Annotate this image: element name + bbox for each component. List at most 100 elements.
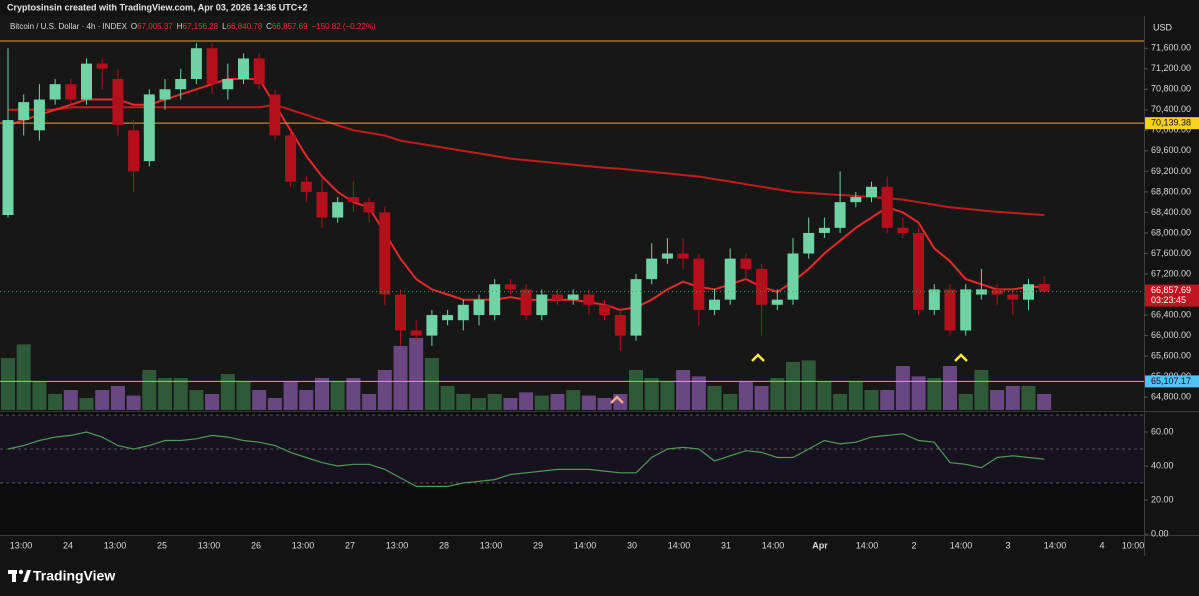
candle-body — [944, 289, 956, 331]
volume-bar — [911, 376, 926, 410]
candle-body — [677, 253, 689, 259]
volume-bar — [786, 362, 800, 410]
y-tick-label: 66,400.00 — [1151, 309, 1191, 319]
x-tick-label: 24 — [63, 540, 73, 550]
volume-bar — [252, 390, 267, 410]
candle-body — [975, 289, 987, 295]
volume-bar — [330, 382, 345, 410]
x-tick-label: 28 — [439, 540, 449, 550]
legend-symbol: Bitcoin / U.S. Dollar · 4h · INDEX — [10, 22, 128, 31]
signal-marker — [610, 395, 624, 404]
volume-bar — [738, 382, 753, 410]
volume-bar — [1, 358, 15, 410]
x-tick-label: 4 — [1099, 540, 1104, 550]
price-label-box — [1145, 117, 1199, 130]
volume-bar — [189, 390, 204, 410]
logo-shape — [18, 569, 24, 575]
y-tick-label: 69,200.00 — [1151, 166, 1191, 176]
front-layer: 64,800.0065,200.0065,600.0066,000.0066,4… — [10, 43, 1199, 550]
x-tick-label: 3 — [1005, 540, 1010, 550]
y-tick-label: 67,200.00 — [1151, 268, 1191, 278]
y-tick-label: 70,000.00 — [1151, 125, 1191, 135]
volume-bar — [236, 382, 251, 410]
volume-bar — [691, 376, 706, 410]
candle-body — [928, 289, 940, 310]
caption: Cryptosinsin created with TradingView.co… — [7, 2, 308, 12]
x-tick-label: 13:00 — [386, 540, 409, 550]
candle-body — [520, 289, 532, 316]
candle-body — [159, 89, 171, 100]
volume-bar — [754, 386, 769, 410]
candle-body — [222, 79, 234, 90]
brand-logo: TradingView — [8, 568, 115, 584]
candle-body — [300, 181, 312, 192]
candle-body — [128, 130, 140, 172]
volume-bar — [220, 374, 235, 410]
candle-body — [442, 315, 454, 321]
volume-bar — [1037, 394, 1052, 410]
candle-body — [709, 299, 720, 310]
volume-bar — [440, 386, 455, 410]
candle-body — [599, 304, 611, 316]
price-label-box — [1145, 375, 1199, 388]
candle-body — [143, 94, 155, 162]
price-label: 65,107.17 — [1151, 376, 1191, 386]
y-tick-label: 69,600.00 — [1151, 145, 1191, 155]
candle-body — [112, 79, 124, 126]
candle-body — [834, 202, 846, 228]
volume-bar — [566, 390, 581, 410]
candle-body — [724, 258, 736, 300]
logo-shape — [23, 570, 31, 582]
x-tick-label: 25 — [157, 540, 167, 550]
candle-body — [206, 48, 218, 85]
y-tick-label: 0.00 — [1151, 528, 1169, 538]
volume-bar — [770, 378, 785, 410]
legend-key: O — [131, 22, 137, 31]
countdown-label: 03:23:45 — [1151, 295, 1186, 305]
candle-body — [850, 197, 862, 203]
volume-bar — [534, 395, 549, 410]
y-tick-label: 64,800.00 — [1151, 392, 1191, 402]
x-tick-label: Apr — [812, 540, 828, 550]
candle-body — [33, 99, 45, 131]
candle-body — [504, 284, 516, 290]
volume-bar — [707, 386, 722, 410]
volume-bar — [550, 394, 565, 410]
x-tick-label: 2 — [911, 540, 916, 550]
volume-bar — [817, 382, 832, 410]
volume-bar — [283, 382, 298, 410]
volume-bar — [880, 390, 895, 410]
candle-body — [960, 289, 972, 331]
candle-body — [567, 294, 579, 300]
candle-body — [489, 284, 501, 316]
legend-key: H — [177, 22, 183, 31]
volume-bar — [173, 378, 188, 410]
volume-bar — [974, 370, 989, 410]
volume-bar — [927, 378, 942, 410]
candle-body — [316, 191, 328, 218]
candle-body — [661, 253, 673, 259]
volume-bar — [723, 394, 738, 410]
logo-shape — [12, 570, 16, 582]
legend-value: 67,156.28 — [183, 22, 219, 31]
candle-body — [253, 58, 265, 85]
volume-bar — [597, 398, 612, 410]
x-tick-label: 14:00 — [950, 540, 973, 550]
y-tick-label: 68,000.00 — [1151, 227, 1191, 237]
volume-bar — [63, 390, 78, 410]
y-tick-label: 67,600.00 — [1151, 248, 1191, 258]
candle-body — [536, 294, 548, 316]
candle-body — [473, 299, 485, 316]
x-tick-label: 31 — [721, 540, 731, 550]
volume-bar — [472, 398, 486, 410]
candle-body — [583, 294, 595, 305]
volume-bar — [346, 378, 361, 410]
legend-value: 66,840.78 — [227, 22, 263, 31]
brand-name: TradingView — [33, 568, 115, 584]
volume-bar — [943, 366, 957, 410]
volume-bar — [864, 390, 879, 410]
y-tick-label: 70,400.00 — [1151, 104, 1191, 114]
x-tick-label: 14:00 — [762, 540, 785, 550]
volume-bar — [519, 392, 534, 410]
